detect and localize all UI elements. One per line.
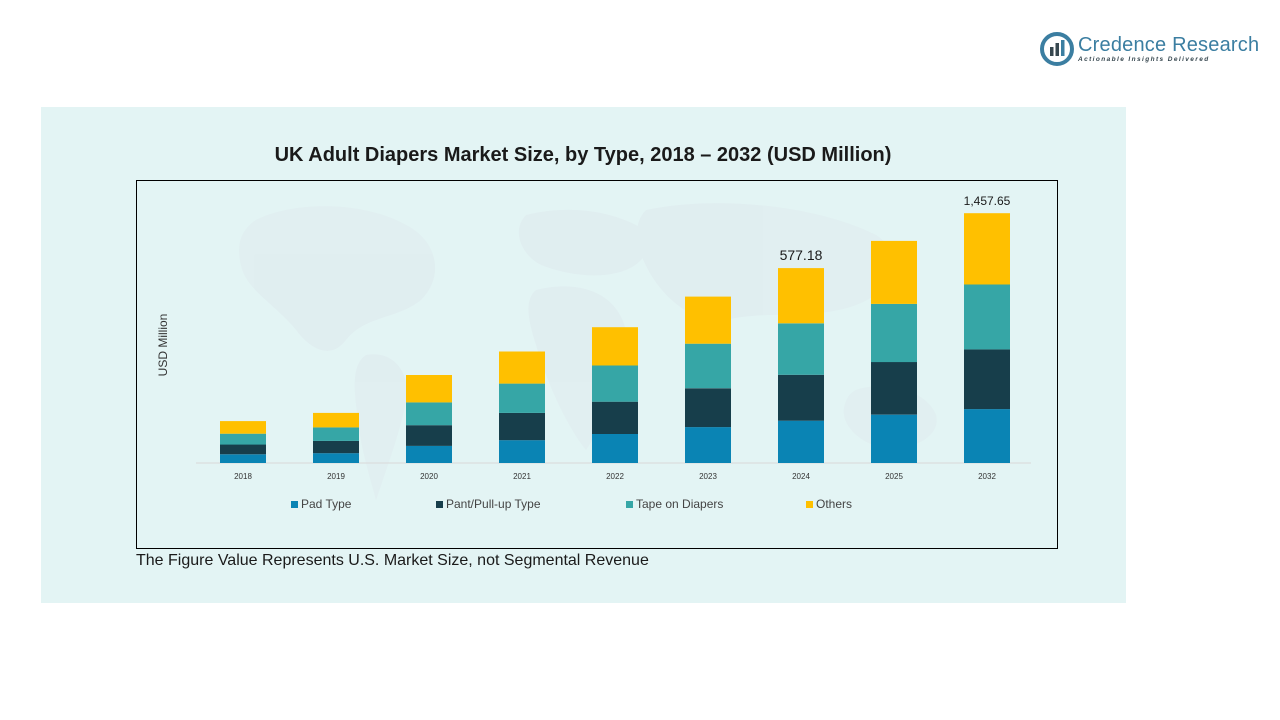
bar-2022-segment-3 — [592, 327, 638, 366]
stacked-bar-chart: USD Million 2018 2019 2020 2021 2022 2023 2024… — [156, 194, 1031, 511]
legend-swatch-2 — [626, 501, 633, 508]
x-tick-labels: 2018 2019 2020 2021 2022 2023 2024 2025 2032 — [234, 472, 996, 481]
x-tick-2020: 2020 — [420, 472, 438, 481]
bar-2018-segment-0 — [220, 454, 266, 463]
brand-tagline: Actionable Insights Delivered — [1078, 56, 1210, 63]
x-tick-2032: 2032 — [978, 472, 996, 481]
legend-label-1: Pant/Pull-up Type — [446, 497, 541, 511]
bar-2025-segment-2 — [871, 303, 917, 363]
chart-title: UK Adult Diapers Market Size, by Type, 2… — [274, 144, 892, 166]
bar-2018-segment-1 — [220, 444, 266, 455]
bar-2019-segment-2 — [313, 427, 359, 441]
bar-2018-segment-2 — [220, 433, 266, 445]
bar-2025-segment-3 — [871, 240, 917, 304]
bar-2020-segment-1 — [406, 425, 452, 446]
x-tick-2021: 2021 — [513, 472, 531, 481]
x-tick-2023: 2023 — [699, 472, 717, 481]
bar-2022-segment-1 — [592, 401, 638, 434]
y-axis-label: USD Million — [156, 314, 170, 377]
bar-2024-segment-3 — [778, 268, 824, 324]
x-tick-2025: 2025 — [885, 472, 903, 481]
bar-2023-segment-2 — [685, 343, 731, 389]
legend-label-2: Tape on Diapers — [636, 497, 723, 511]
bar-2020-segment-3 — [406, 375, 452, 403]
bar-2024-segment-2 — [778, 323, 824, 375]
bar-2022-segment-2 — [592, 365, 638, 402]
bar-2021-segment-1 — [499, 412, 545, 441]
chart-legend: Pad Type Pant/Pull-up Type Tape on Diapers… — [291, 497, 852, 511]
total-labels: 577.18 1,457.65 — [780, 194, 1011, 263]
bar-2021-segment-2 — [499, 383, 545, 413]
bar-2022-segment-0 — [592, 434, 638, 463]
bar-2024-segment-0 — [778, 420, 824, 463]
bar-2018-segment-3 — [220, 421, 266, 434]
bar-2019-segment-3 — [313, 412, 359, 428]
x-tick-2022: 2022 — [606, 472, 624, 481]
legend-swatch-3 — [806, 501, 813, 508]
total-label-2032: 1,457.65 — [964, 194, 1011, 208]
bar-2021-segment-3 — [499, 351, 545, 384]
x-tick-2024: 2024 — [792, 472, 810, 481]
bar-2032-segment-2 — [964, 284, 1010, 350]
bar-2032-segment-3 — [964, 213, 1010, 285]
bar-2019-segment-0 — [313, 453, 359, 463]
bar-2023-segment-0 — [685, 427, 731, 463]
brand-logo: Credence Research Actionable Insights De… — [1040, 32, 1260, 68]
bar-2023-segment-1 — [685, 388, 731, 428]
bar-2032-segment-0 — [964, 409, 1010, 463]
legend-label-0: Pad Type — [301, 497, 352, 511]
bar-2019-segment-1 — [313, 440, 359, 454]
brand-name: Credence Research — [1078, 34, 1260, 56]
total-label-2024: 577.18 — [780, 247, 823, 263]
x-tick-2018: 2018 — [234, 472, 252, 481]
bar-2032-segment-1 — [964, 349, 1010, 410]
legend-swatch-0 — [291, 501, 298, 508]
bar-2024-segment-1 — [778, 374, 824, 421]
bar-2021-segment-0 — [499, 440, 545, 463]
footnote: The Figure Value Represents U.S. Market … — [136, 552, 649, 569]
legend-label-3: Others — [816, 497, 852, 511]
x-tick-2019: 2019 — [327, 472, 345, 481]
bar-2023-segment-3 — [685, 296, 731, 344]
legend-swatch-1 — [436, 501, 443, 508]
bar-2025-segment-1 — [871, 362, 917, 415]
bar-2025-segment-0 — [871, 414, 917, 463]
bar-2020-segment-0 — [406, 445, 452, 463]
bar-2020-segment-2 — [406, 402, 452, 426]
bars-layer — [220, 213, 1010, 463]
logo-icon — [1040, 32, 1074, 66]
chart-frame — [136, 180, 1058, 549]
